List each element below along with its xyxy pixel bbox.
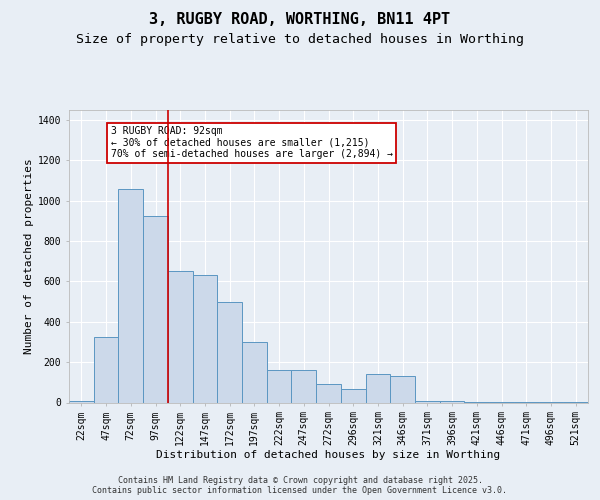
Bar — [118, 188, 143, 402]
Text: Contains HM Land Registry data © Crown copyright and database right 2025.
Contai: Contains HM Land Registry data © Crown c… — [92, 476, 508, 495]
Bar — [390, 376, 415, 402]
Bar — [168, 272, 193, 402]
Bar — [267, 370, 292, 402]
Bar — [242, 342, 267, 402]
Bar — [292, 370, 316, 402]
X-axis label: Distribution of detached houses by size in Worthing: Distribution of detached houses by size … — [157, 450, 500, 460]
Bar — [193, 276, 217, 402]
Bar — [365, 374, 390, 402]
Bar — [94, 337, 118, 402]
Text: Size of property relative to detached houses in Worthing: Size of property relative to detached ho… — [76, 32, 524, 46]
Y-axis label: Number of detached properties: Number of detached properties — [23, 158, 34, 354]
Bar — [143, 216, 168, 402]
Bar — [316, 384, 341, 402]
Bar — [217, 302, 242, 402]
Bar — [341, 390, 365, 402]
Text: 3 RUGBY ROAD: 92sqm
← 30% of detached houses are smaller (1,215)
70% of semi-det: 3 RUGBY ROAD: 92sqm ← 30% of detached ho… — [110, 126, 392, 160]
Text: 3, RUGBY ROAD, WORTHING, BN11 4PT: 3, RUGBY ROAD, WORTHING, BN11 4PT — [149, 12, 451, 28]
